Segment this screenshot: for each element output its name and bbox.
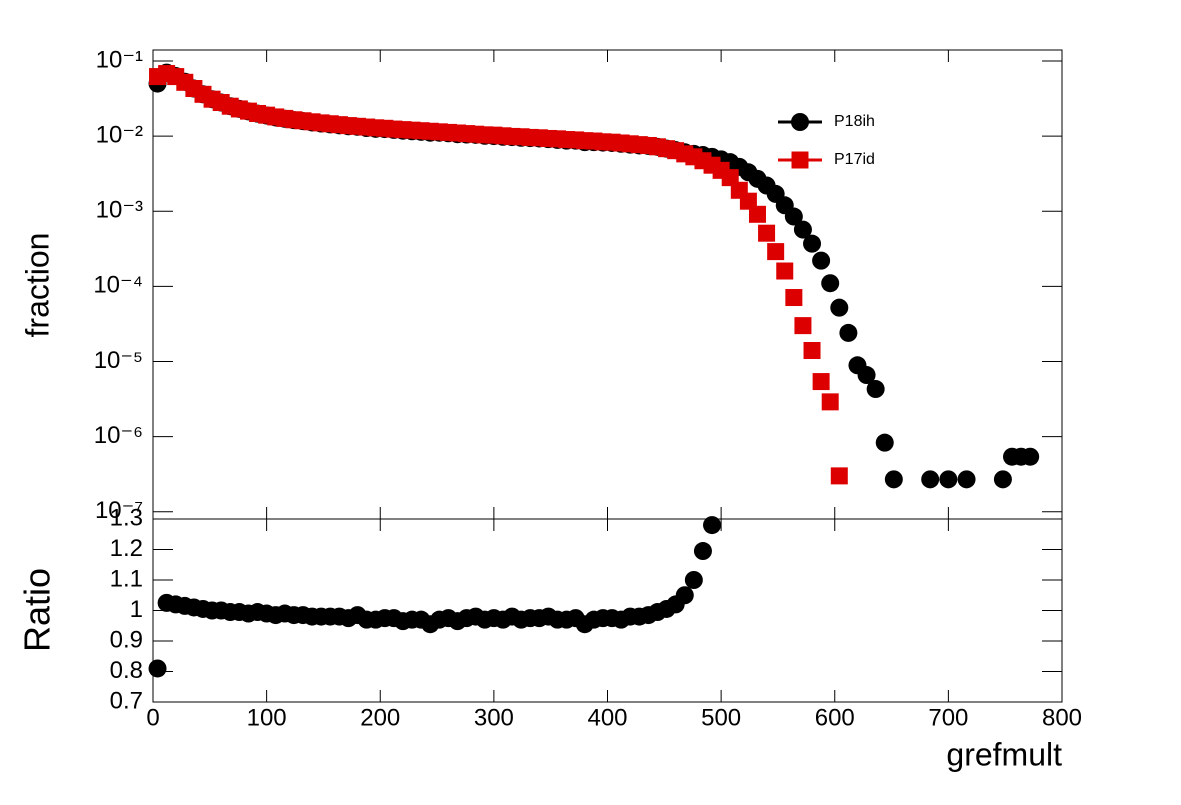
x-tick-label: 500 — [701, 704, 741, 731]
data-point — [821, 274, 840, 293]
y-tick-label: 10⁻² — [96, 121, 143, 148]
data-point — [785, 289, 803, 307]
x-tick-label: 600 — [815, 704, 855, 731]
data-point — [839, 323, 858, 342]
data-point — [693, 542, 712, 561]
data-point — [739, 192, 757, 210]
data-point — [684, 571, 703, 589]
data-point — [703, 516, 722, 535]
data-point — [812, 373, 830, 391]
x-tick-label: 400 — [587, 704, 627, 731]
data-point — [857, 366, 876, 385]
y-tick-label: 10⁻⁴ — [93, 272, 143, 299]
data-point — [748, 205, 766, 223]
y-tick-label: 10⁻¹ — [96, 46, 143, 73]
y-tick-label: 1.2 — [110, 535, 143, 562]
y-axis-title: fraction — [19, 233, 55, 338]
data-point — [803, 341, 821, 359]
data-point — [957, 470, 976, 489]
x-tick-label: 800 — [1042, 704, 1082, 731]
data-point — [921, 470, 940, 489]
x-tick-label: 0 — [146, 704, 159, 731]
data-point — [148, 659, 167, 678]
data-point — [791, 113, 809, 131]
x-tick-label: 100 — [247, 704, 287, 731]
data-point — [830, 467, 848, 485]
y-tick-label: 0.7 — [110, 687, 143, 714]
x-axis-title: grefmult — [946, 736, 1062, 772]
data-point — [784, 207, 803, 226]
x-tick-label: 300 — [474, 704, 514, 731]
data-point — [767, 243, 785, 261]
data-point — [1021, 447, 1040, 466]
data-point — [793, 220, 812, 239]
y-tick-label: 0.9 — [110, 626, 143, 653]
y-tick-label: 1.1 — [110, 565, 143, 592]
data-point — [884, 470, 903, 489]
y-tick-label: 10⁻⁵ — [94, 347, 143, 374]
data-point — [794, 317, 812, 335]
data-point — [675, 586, 694, 605]
legend-label: P17id — [834, 151, 875, 168]
legend-label: P18ih — [834, 113, 875, 130]
y-axis-title: Ratio — [17, 568, 58, 652]
data-point — [939, 470, 958, 489]
data-point — [821, 393, 839, 411]
data-point — [791, 151, 809, 169]
x-tick-label: 200 — [360, 704, 400, 731]
y-tick-label: 0.8 — [110, 657, 143, 684]
y-tick-label: 10⁻⁷ — [95, 497, 143, 524]
y-tick-label: 1 — [130, 596, 143, 623]
y-tick-label: 10⁻⁶ — [94, 422, 143, 449]
data-point — [803, 234, 822, 253]
y-tick-label: 10⁻³ — [96, 197, 143, 224]
x-tick-label: 700 — [928, 704, 968, 731]
data-point — [875, 433, 894, 452]
y-tick-label: 1.3 — [110, 504, 143, 531]
data-point — [830, 298, 849, 317]
data-point — [758, 224, 776, 242]
data-point — [776, 262, 794, 280]
data-point — [993, 470, 1012, 489]
data-point — [812, 251, 831, 270]
data-point — [866, 380, 885, 399]
